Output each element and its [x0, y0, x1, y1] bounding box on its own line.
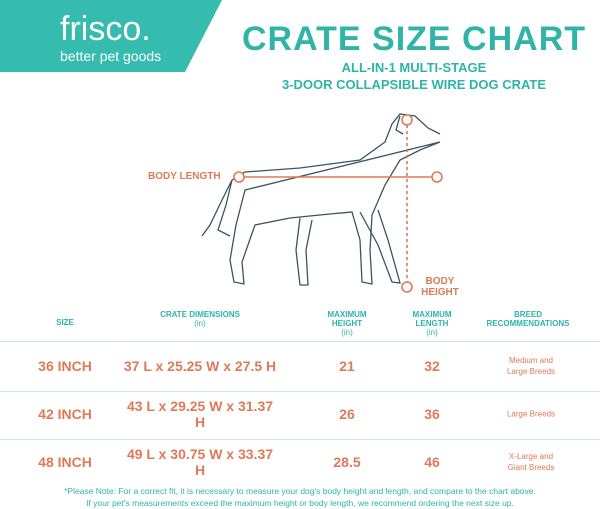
table-cell: 46	[424, 454, 440, 470]
header-label: MAXIMUM LENGTH	[412, 310, 452, 328]
table-cell: 28.5	[333, 454, 361, 470]
header-label: SIZE	[56, 318, 74, 327]
dog-outline	[201, 113, 441, 286]
column-header: CRATE DIMENSIONS (in)	[120, 310, 280, 328]
measure-lines	[233, 114, 443, 293]
table-cell: 21	[339, 358, 355, 374]
column-header: MAXIMUM LENGTH (in)	[409, 310, 455, 337]
table-cell: 42 INCH	[38, 406, 92, 422]
table-cell: 36	[424, 406, 440, 422]
row-separator	[0, 439, 600, 440]
table-cell: 49 L x 30.75 W x 33.37 H	[126, 446, 274, 478]
table-cell: 26	[339, 406, 355, 422]
column-header: SIZE	[10, 318, 120, 327]
subtitle-line: 3-DOOR COLLAPSIBLE WIRE DOG CRATE	[281, 77, 547, 92]
column-header: BREED RECOMMENDATIONS	[478, 310, 578, 328]
column-header: MAXIMUM HEIGHT (in)	[324, 310, 370, 337]
table-cell: 32	[424, 358, 440, 374]
length-label: BODY LENGTH	[148, 171, 221, 182]
table-cell: 36 INCH	[38, 358, 92, 374]
row-separator	[0, 391, 600, 392]
row-separator	[0, 341, 600, 342]
header-label: MAXIMUM HEIGHT	[327, 310, 367, 328]
table-cell: 43 L x 29.25 W x 31.37 H	[126, 398, 274, 430]
header-label: BREED RECOMMENDATIONS	[486, 310, 570, 328]
height-label: BODY HEIGHT	[421, 276, 459, 298]
table-cell: Medium and Large Breeds	[506, 356, 556, 376]
header-label: CRATE DIMENSIONS	[160, 310, 240, 319]
header-graphics	[0, 0, 443, 293]
table-cell: 37 L x 25.25 W x 27.5 H	[123, 358, 277, 374]
footnote: *Please Note: For a correct fit, it is n…	[64, 486, 536, 496]
title: CRATE SIZE CHART	[241, 20, 587, 58]
brand: frisco.	[60, 10, 151, 48]
subtitle-line: ALL-IN-1 MULTI-STAGE	[341, 60, 487, 75]
table-cell: Large Breeds	[506, 409, 556, 419]
header-unit: (in)	[426, 328, 438, 337]
table-cell: 48 INCH	[38, 454, 92, 470]
tagline: better pet goods	[60, 48, 162, 64]
header-unit: (in)	[341, 328, 353, 337]
footnote: If your pet's measurements exceed the ma…	[86, 498, 514, 508]
logo-banner	[0, 0, 222, 72]
table-cell: X-Large and Giant Breeds	[507, 452, 555, 472]
header-unit: (in)	[194, 319, 206, 328]
